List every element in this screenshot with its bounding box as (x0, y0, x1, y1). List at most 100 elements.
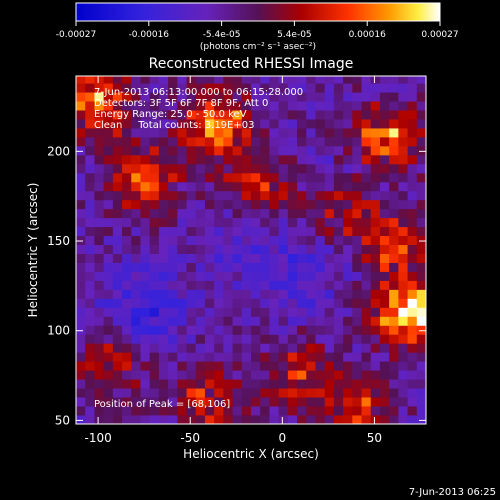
heatmap-cell (287, 235, 298, 246)
heatmap-cell (352, 83, 362, 93)
heatmap-cell (195, 76, 206, 84)
heatmap-cell (398, 181, 408, 192)
heatmap-cell (352, 76, 362, 84)
heatmap-cell (214, 262, 224, 272)
heatmap-cell (389, 343, 399, 353)
heatmap-cell (103, 83, 114, 93)
heatmap-cell (370, 172, 381, 183)
heatmap-cell (214, 316, 224, 326)
heatmap-cell (103, 361, 114, 371)
heatmap-cell (223, 76, 233, 84)
heatmap-cell (343, 244, 353, 254)
heatmap-cell (241, 190, 252, 201)
heatmap-cell (324, 235, 335, 246)
heatmap-cell (140, 172, 151, 183)
heatmap-cell (306, 83, 316, 93)
heatmap-cell (195, 280, 206, 290)
heatmap-cell (103, 119, 114, 129)
heatmap-cell (361, 76, 372, 84)
y-tick-label: 200 (47, 144, 70, 158)
heatmap-cell (232, 235, 243, 246)
heatmap-cell (223, 208, 233, 219)
heatmap-cell (398, 334, 408, 344)
heatmap-cell (269, 253, 280, 263)
heatmap-cell (131, 361, 141, 371)
heatmap-cell (195, 92, 206, 102)
heatmap-cell (241, 406, 252, 416)
heatmap-cell (131, 92, 141, 102)
heatmap-cell (333, 181, 344, 192)
heatmap-cell (94, 316, 105, 326)
heatmap-cell (122, 280, 132, 290)
heatmap-cell (315, 253, 326, 263)
heatmap-cell (361, 280, 372, 290)
heatmap-cell (389, 298, 399, 308)
heatmap-cell (361, 145, 372, 156)
heatmap-cell (343, 253, 353, 263)
heatmap-cell (232, 181, 243, 192)
heatmap-cell (260, 253, 270, 263)
heatmap-cell (140, 244, 151, 254)
colorbar-tick-label: -0.00027 (56, 30, 96, 40)
heatmap-cell (131, 244, 141, 254)
heatmap-cell (324, 298, 335, 308)
heatmap-cell (131, 154, 141, 165)
heatmap-cell (343, 181, 353, 192)
heatmap-cell (76, 307, 86, 317)
heatmap-cell (177, 334, 187, 344)
heatmap-cell (260, 226, 270, 237)
heatmap-cell (204, 262, 215, 272)
heatmap-cell (204, 181, 215, 192)
heatmap-cell (260, 145, 270, 156)
heatmap-cell (214, 361, 224, 371)
heatmap-cell (214, 334, 224, 344)
heatmap-cell (122, 379, 132, 389)
heatmap-cell (352, 298, 362, 308)
heatmap-cell (370, 361, 381, 371)
heatmap-cell (177, 119, 187, 129)
heatmap-cell (324, 361, 335, 371)
heatmap-cell (269, 352, 280, 362)
heatmap-cell (389, 370, 399, 380)
heatmap-cell (333, 110, 344, 120)
heatmap-cell (94, 334, 105, 344)
heatmap-cell (315, 289, 326, 299)
heatmap-cell (131, 217, 141, 228)
heatmap-cell (158, 352, 169, 362)
heatmap-cell (85, 119, 95, 129)
heatmap-cell (379, 244, 390, 254)
heatmap-cell (149, 262, 160, 272)
heatmap-cell (204, 92, 215, 102)
heatmap-cell (352, 406, 362, 416)
heatmap-cell (241, 343, 252, 353)
heatmap-cell (232, 76, 243, 84)
heatmap-cell (204, 271, 215, 281)
heatmap-cell (416, 316, 426, 326)
heatmap-cell (241, 217, 252, 228)
heatmap-cell (232, 83, 243, 93)
heatmap-cell (103, 154, 114, 165)
heatmap-cell (223, 253, 233, 263)
heatmap-cell (140, 361, 151, 371)
heatmap-cell (168, 181, 178, 192)
heatmap-cell (149, 316, 160, 326)
y-tick-label: 150 (47, 234, 70, 248)
heatmap-cell (251, 154, 261, 165)
heatmap-cell (297, 226, 307, 237)
heatmap-cell (269, 199, 280, 210)
heatmap-cell (416, 163, 426, 174)
heatmap-cell (306, 262, 316, 272)
heatmap-cell (251, 92, 261, 102)
heatmap-cell (269, 136, 280, 147)
heatmap-cell (333, 316, 344, 326)
heatmap-cell (112, 307, 123, 317)
heatmap-cell (389, 415, 399, 424)
heatmap-cell (269, 316, 280, 326)
heatmap-cell (112, 154, 123, 165)
heatmap-cell (94, 235, 105, 246)
heatmap-cell (195, 163, 206, 174)
heatmap-cell (416, 101, 426, 111)
heatmap-cell (158, 397, 169, 407)
heatmap-cell (186, 136, 197, 147)
heatmap-cell (195, 190, 206, 201)
